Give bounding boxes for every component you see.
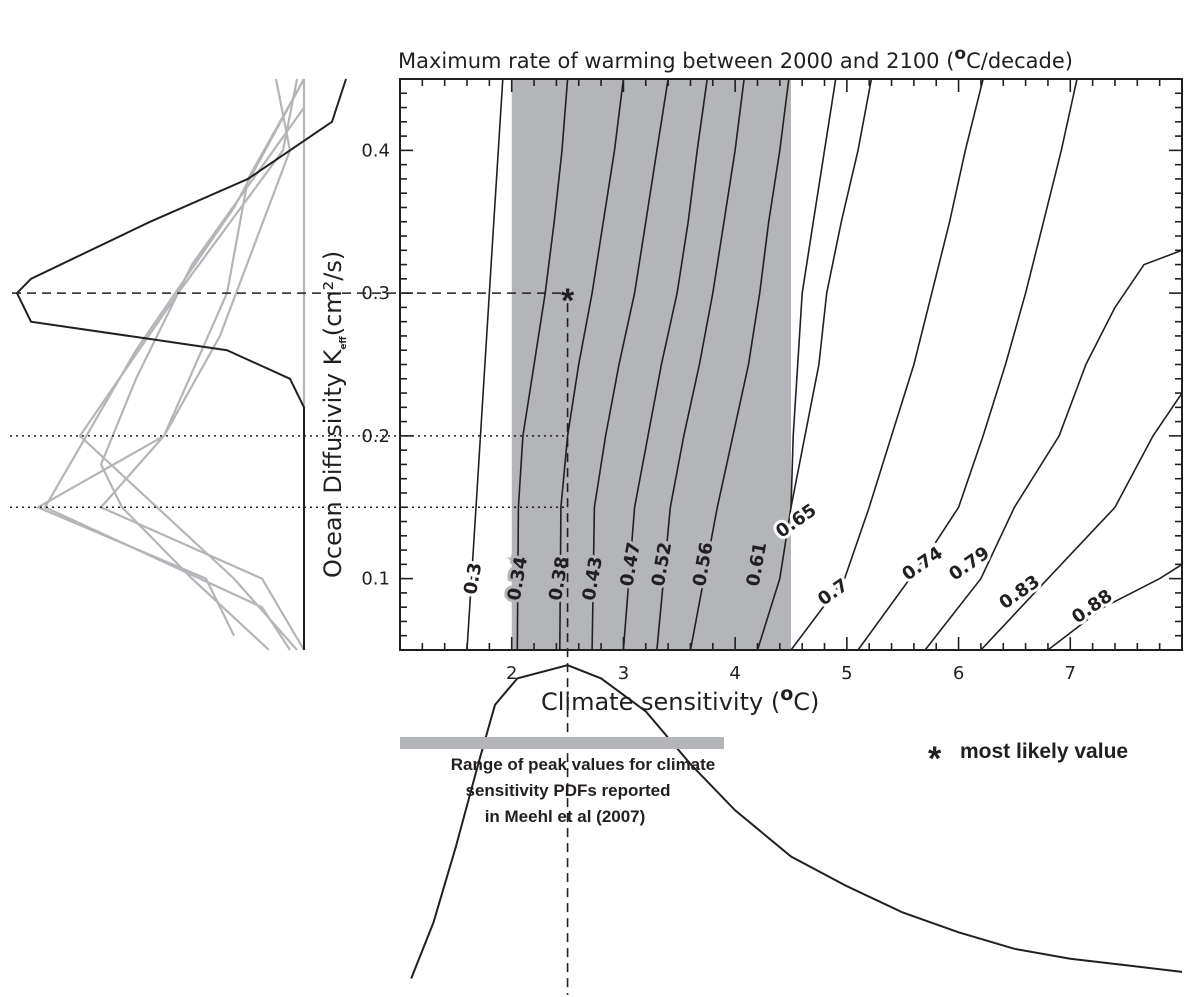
y-axis-label-unit: (cm²/s) (319, 251, 347, 337)
y-tick-label: 0.1 (361, 569, 390, 590)
contour-line-0-74 (857, 78, 1078, 651)
contour-line-0-79 (924, 249, 1183, 651)
title-degree: o (954, 44, 966, 64)
peak-range-annotation-line-1: Range of peak values for climate (451, 755, 716, 774)
contour-plot: 0.3 0.34 0.38 0.43 0.47 0.52 0.56 0.610.650.70.… (361, 78, 1183, 684)
title-suffix: C/decade) (966, 49, 1073, 73)
contour-label: 0.88 (1068, 585, 1116, 628)
most-likely-marker: * (561, 282, 575, 320)
contour-line-0-52 (656, 78, 745, 651)
likely-range-shading (511, 79, 791, 650)
y-tick-label: 0.2 (361, 426, 390, 447)
x-axis-label-prefix: Climate sensitivity ( (541, 688, 780, 716)
contour-line-0-43 (591, 78, 669, 651)
contour-label: 0.74 (898, 543, 946, 586)
contour-line-0-65 (790, 78, 873, 508)
contour-label: 0.3 (460, 561, 486, 596)
contour-label: 0.7 (814, 575, 852, 610)
contour-label: 0.83 (996, 571, 1044, 614)
title-prefix: Maximum rate of warming between 2000 and… (398, 49, 954, 73)
contour-label: 0.79 (945, 543, 993, 586)
legend-label: most likely value (960, 740, 1128, 763)
contour-line-0-88 (1047, 563, 1183, 651)
x-tick-label: 3 (618, 663, 629, 684)
contour-line-0-47 (622, 78, 708, 651)
y-axis-label: Ocean Diffusivity Keff(cm²/s) (319, 251, 349, 578)
x-tick-label: 4 (729, 663, 740, 684)
contour-line-0-34 (516, 78, 569, 651)
y-tick-label: 0.4 (361, 140, 390, 161)
diffusivity-pdf-black (15, 78, 347, 650)
chart-title: Maximum rate of warming between 2000 and… (398, 44, 1073, 73)
diffusivity-pdf-panel (10, 78, 568, 651)
legend-marker: * (928, 740, 942, 778)
x-tick-label: 5 (841, 663, 852, 684)
diffusivity-pdf-grey (35, 78, 292, 637)
contour-line-0-3 (466, 78, 504, 651)
y-axis-label-main: Ocean Diffusivity K (319, 348, 347, 578)
diffusivity-pdf-grey (78, 78, 299, 651)
contour-line-0-7 (790, 78, 984, 651)
diffusivity-pdf-grey (99, 106, 305, 651)
contour-line-0-38 (559, 78, 625, 651)
x-axis-label-suffix: C) (793, 688, 819, 716)
peak-range-annotation-line-3: in Meehl et al (2007) (485, 807, 646, 826)
x-tick-label: 2 (506, 663, 517, 684)
sensitivity-pdf-curve (410, 664, 1183, 979)
y-axis-label-subscript: eff (339, 336, 349, 350)
contour-line-0-83 (980, 392, 1183, 651)
peak-range-bar (400, 737, 724, 749)
contour-line-0-56 (689, 78, 790, 651)
x-axis-label-degree: o (780, 683, 793, 705)
contour-line-0-61 (756, 78, 837, 651)
x-axis-label: Climate sensitivity (oC) (541, 683, 819, 716)
sensitivity-pdf-panel (400, 303, 1183, 995)
x-tick-label: 7 (1065, 663, 1076, 684)
peak-range-annotation-line-2: sensitivity PDFs reported (465, 781, 670, 800)
x-tick-label: 6 (953, 663, 964, 684)
